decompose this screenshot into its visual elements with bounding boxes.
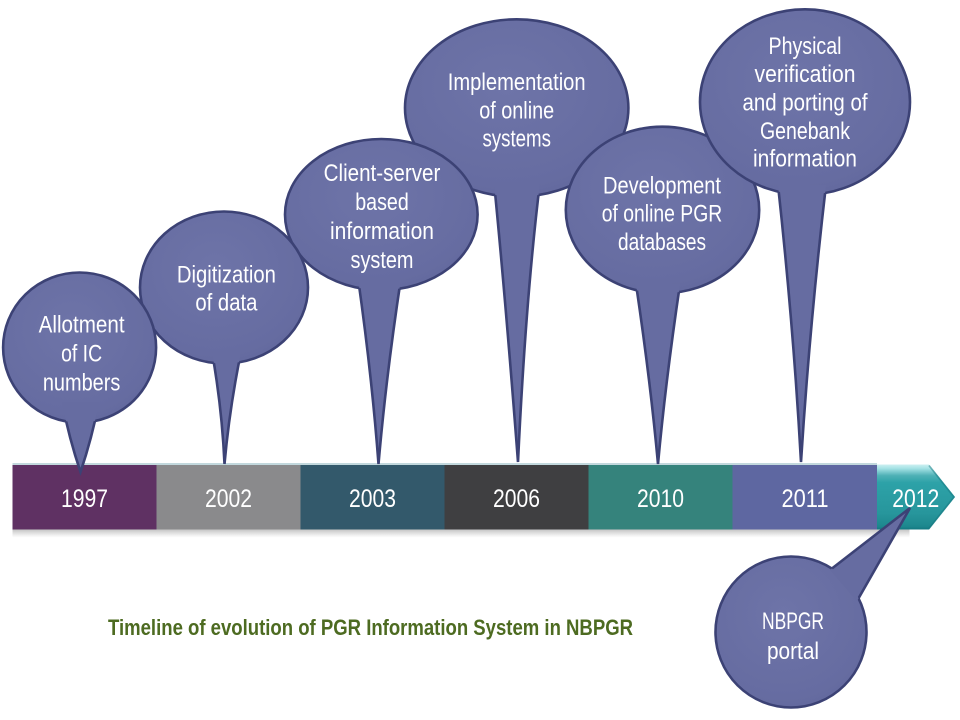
svg-text:Physical: Physical [769,33,842,60]
svg-text:and porting of: and porting of [743,89,868,116]
svg-text:Timeline of evolution of PGR I: Timeline of evolution of PGR Information… [108,615,633,640]
svg-text:of online: of online [479,97,554,124]
svg-text:of IC: of IC [61,341,102,368]
svg-text:system: system [351,247,414,274]
svg-text:of online PGR: of online PGR [602,201,723,228]
svg-text:Implementation: Implementation [448,69,586,96]
svg-text:information: information [753,146,857,173]
svg-text:Client-server: Client-server [324,160,441,187]
svg-text:NBPGR: NBPGR [762,608,824,635]
svg-text:Genebank: Genebank [760,118,851,145]
svg-text:2002: 2002 [205,485,252,513]
svg-text:1997: 1997 [61,485,108,513]
svg-text:based: based [355,189,409,216]
svg-text:Digitization: Digitization [177,262,276,289]
svg-text:of data: of data [195,289,258,316]
svg-text:portal: portal [767,638,819,665]
svg-text:systems: systems [482,126,551,153]
svg-text:2003: 2003 [349,485,396,513]
svg-text:databases: databases [618,229,706,256]
svg-text:information: information [330,218,434,245]
svg-text:2011: 2011 [782,485,829,513]
svg-text:2010: 2010 [637,485,684,513]
svg-text:numbers: numbers [43,370,121,397]
svg-text:2006: 2006 [493,485,540,513]
svg-text:verification: verification [755,61,856,88]
svg-text:Allotment: Allotment [39,311,125,338]
svg-text:2012: 2012 [892,485,939,513]
svg-text:Development: Development [603,172,721,199]
